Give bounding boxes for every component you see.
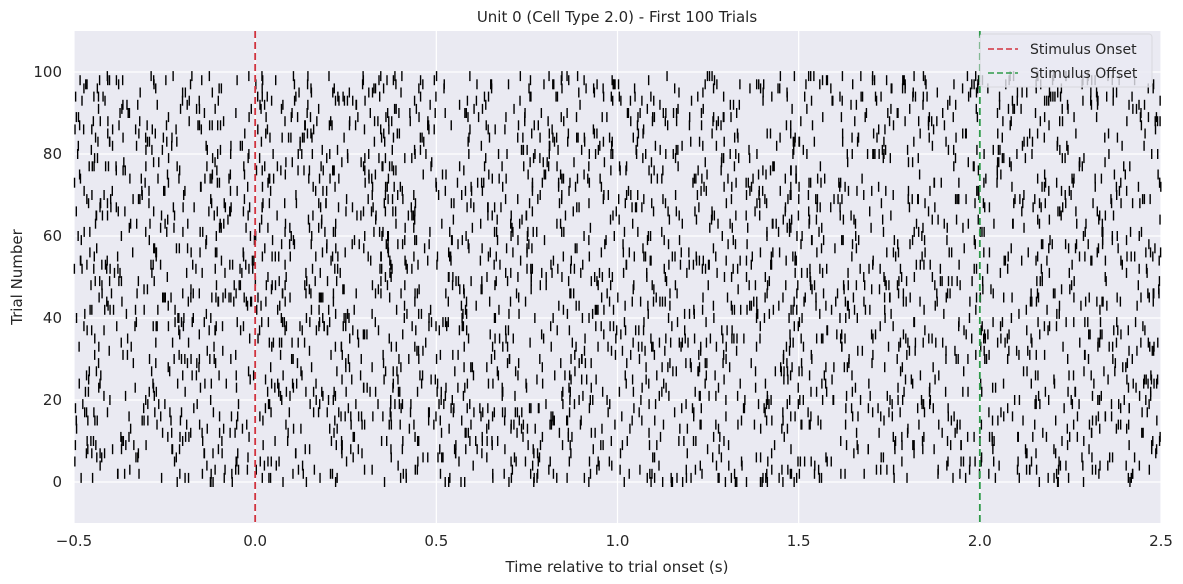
x-tick-label: 2.5 xyxy=(1149,532,1173,550)
y-tick-label: 40 xyxy=(43,309,62,327)
x-tick-label: 0.0 xyxy=(243,532,267,550)
x-tick-label: 1.5 xyxy=(787,532,811,550)
x-tick-label: −0.5 xyxy=(56,532,92,550)
x-tick-label: 2.0 xyxy=(968,532,992,550)
y-tick-labels: 0 20 40 60 80 100 xyxy=(33,63,62,491)
spike-raster xyxy=(73,71,1162,487)
y-axis-label: Trial Number xyxy=(8,228,26,326)
chart-title: Unit 0 (Cell Type 2.0) - First 100 Trial… xyxy=(477,8,758,26)
y-tick-label: 0 xyxy=(52,473,62,491)
legend: Stimulus Onset Stimulus Offset xyxy=(979,33,1153,88)
y-tick-label: 20 xyxy=(43,391,62,409)
y-tick-label: 80 xyxy=(43,145,62,163)
x-tick-labels: −0.5 0.0 0.5 1.0 1.5 2.0 2.5 xyxy=(56,532,1173,550)
y-tick-label: 60 xyxy=(43,227,62,245)
y-tick-label: 100 xyxy=(33,63,62,81)
legend-label-onset: Stimulus Onset xyxy=(1030,42,1137,58)
legend-box xyxy=(979,33,1153,88)
legend-label-offset: Stimulus Offset xyxy=(1030,66,1138,82)
x-axis-label: Time relative to trial onset (s) xyxy=(505,558,729,576)
x-tick-label: 1.0 xyxy=(606,532,630,550)
x-tick-label: 0.5 xyxy=(424,532,448,550)
reference-lines xyxy=(254,31,981,523)
